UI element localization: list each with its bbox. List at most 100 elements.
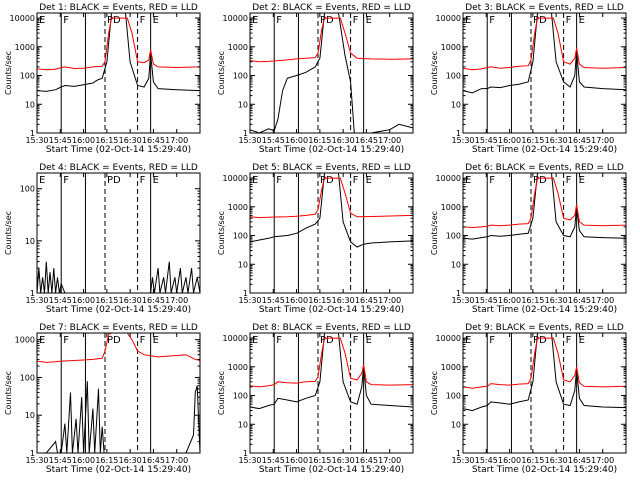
y-tick-label: 1 xyxy=(30,289,35,298)
y-axis-label: Counts/sec xyxy=(430,371,439,415)
series-line-lld xyxy=(37,17,200,71)
x-tick-label: 16:30 xyxy=(119,136,142,145)
x-tick-label: 15:45 xyxy=(475,136,498,145)
event-marker-label: E xyxy=(153,15,159,26)
series-line-events xyxy=(37,381,200,453)
x-tick-label: 17:00 xyxy=(165,456,188,465)
y-tick-label: 10000 xyxy=(436,14,461,23)
x-tick-label: 16:15 xyxy=(95,296,118,305)
y-tick-label: 1000 xyxy=(441,43,461,52)
x-tick-label: 16:30 xyxy=(545,456,568,465)
x-tick-label: 15:30 xyxy=(451,136,474,145)
x-axis-label: Start Time (02-Oct-14 15:29:40) xyxy=(472,465,617,475)
x-tick-label: 16:45 xyxy=(355,456,378,465)
event-marker-label: E xyxy=(153,175,159,186)
y-tick-label: 10 xyxy=(451,260,461,269)
axes-frame xyxy=(249,332,414,454)
event-marker-label: F xyxy=(63,175,69,186)
y-tick-label: 1 xyxy=(456,449,461,458)
axes-frame xyxy=(462,332,627,454)
y-tick-label: 1000 xyxy=(441,203,461,212)
series-line-events xyxy=(463,333,626,412)
event-marker-label: E xyxy=(366,175,372,186)
y-tick-label: 10 xyxy=(25,100,35,109)
detector-panel-4: E F PD F E15:30 15:45 16:00 16:15 16:30 16:45 17:0… xyxy=(4,163,201,315)
event-marker-label: PD xyxy=(107,15,121,26)
x-tick-label: 16:00 xyxy=(285,296,308,305)
x-tick-label: 17:00 xyxy=(378,296,401,305)
x-tick-label: 16:00 xyxy=(72,296,95,305)
x-axis-label: Start Time (02-Oct-14 15:29:40) xyxy=(472,145,617,155)
x-tick-label: 16:30 xyxy=(119,296,142,305)
panel-title: Det 8: BLACK = Events, RED = LLD xyxy=(252,323,411,333)
x-tick-label: 16:30 xyxy=(545,296,568,305)
x-tick-label: 15:45 xyxy=(49,296,72,305)
event-marker-label: F xyxy=(276,175,282,186)
x-tick-label: 15:30 xyxy=(25,296,48,305)
y-tick-label: 10 xyxy=(238,420,248,429)
y-tick-label: 1 xyxy=(243,449,248,458)
x-axis-label: Start Time (02-Oct-14 15:29:40) xyxy=(259,145,404,155)
event-marker-label: F xyxy=(353,335,359,346)
series-line-lld xyxy=(463,337,626,389)
series-line-events xyxy=(463,13,626,94)
event-marker-label: E xyxy=(366,335,372,346)
x-axis-label: Start Time (02-Oct-14 15:29:40) xyxy=(46,465,191,475)
event-marker-label: E xyxy=(579,175,585,186)
detector-panel-9: E F PD F E15:30 15:45 16:00 16:15 16:30 16:45 17:0… xyxy=(430,323,627,475)
x-tick-label: 15:45 xyxy=(49,136,72,145)
event-marker-label: F xyxy=(276,335,282,346)
x-tick-label: 15:45 xyxy=(262,136,285,145)
series-line-lld xyxy=(463,17,626,71)
series-line-lld xyxy=(250,337,413,388)
event-marker-label: E xyxy=(252,15,258,26)
y-tick-label: 100 xyxy=(233,72,248,81)
y-tick-label: 10000 xyxy=(436,174,461,183)
axes-frame xyxy=(462,12,627,134)
x-tick-label: 17:00 xyxy=(591,456,614,465)
x-tick-label: 16:30 xyxy=(332,136,355,145)
event-marker-label: PD xyxy=(533,15,547,26)
x-tick-label: 15:30 xyxy=(238,296,261,305)
x-tick-label: 15:45 xyxy=(262,456,285,465)
panel-title: Det 6: BLACK = Events, RED = LLD xyxy=(465,163,624,173)
x-tick-label: 16:15 xyxy=(521,456,544,465)
event-marker-label: F xyxy=(566,335,572,346)
series-line-events xyxy=(37,13,200,92)
axes-frame xyxy=(36,332,201,454)
event-marker-label: F xyxy=(566,15,572,26)
y-tick-label: 1000 xyxy=(228,43,248,52)
axes-frame xyxy=(249,172,414,294)
y-tick-label: 1000 xyxy=(15,336,35,345)
panel-title: Det 3: BLACK = Events, RED = LLD xyxy=(465,3,624,13)
x-tick-label: 16:00 xyxy=(285,456,308,465)
event-marker-label: E xyxy=(579,15,585,26)
event-marker-label: PD xyxy=(533,175,547,186)
y-axis-label: Counts/sec xyxy=(4,51,13,95)
event-marker-label: E xyxy=(39,335,45,346)
y-tick-label: 1000 xyxy=(15,43,35,52)
y-tick-label: 10000 xyxy=(10,14,35,23)
detector-panel-2: E F PD F E15:30 15:45 16:00 16:15 16:30 16:45 17:0… xyxy=(217,3,414,155)
y-tick-label: 10 xyxy=(451,100,461,109)
y-tick-label: 100 xyxy=(20,185,35,194)
y-tick-label: 1000 xyxy=(228,363,248,372)
y-tick-label: 1 xyxy=(456,129,461,138)
x-tick-label: 16:15 xyxy=(308,136,331,145)
x-tick-label: 16:15 xyxy=(95,456,118,465)
series-line-events xyxy=(250,173,413,248)
y-tick-label: 10000 xyxy=(223,174,248,183)
detector-panel-7: E F PD F E15:30 15:45 16:00 16:15 16:30 16:45 17:0… xyxy=(4,323,201,475)
axes-frame xyxy=(36,12,201,134)
x-tick-label: 17:00 xyxy=(378,136,401,145)
y-axis-label: Counts/sec xyxy=(217,51,226,95)
y-tick-label: 1 xyxy=(30,449,35,458)
event-marker-label: PD xyxy=(320,335,334,346)
event-marker-label: F xyxy=(353,175,359,186)
event-marker-label: PD xyxy=(320,15,334,26)
event-marker-label: E xyxy=(153,335,159,346)
x-axis-label: Start Time (02-Oct-14 15:29:40) xyxy=(259,465,404,475)
x-tick-label: 17:00 xyxy=(165,136,188,145)
y-tick-label: 10000 xyxy=(223,334,248,343)
